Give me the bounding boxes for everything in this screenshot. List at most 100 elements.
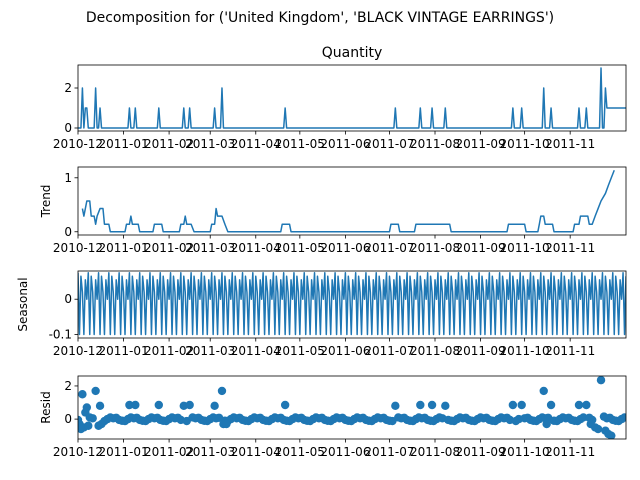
resid-xtick-label: 2011-01 xyxy=(98,445,148,459)
seasonal-ytick-label: -0.1 xyxy=(49,327,72,341)
subplot-trend: 012010-122011-012011-022011-032011-04201… xyxy=(39,166,627,255)
observed-xtick-label: 2011-04 xyxy=(231,137,281,151)
resid-point xyxy=(416,400,425,410)
subplot-seasonal: -0.1 0 2010-122011-012011-022011-032011-04… xyxy=(16,270,627,358)
trend-xtick-label: 2011-09 xyxy=(455,241,505,255)
resid-axes-frame xyxy=(77,375,627,440)
resid-xtick-label: 2011-07 xyxy=(364,445,414,459)
observed-xtick-label: 2011-05 xyxy=(275,137,325,151)
trend-ytick-label: 1 xyxy=(64,171,72,185)
observed-xtick-label: 2011-02 xyxy=(144,137,194,151)
seasonal-ytick-label: 0 xyxy=(64,292,72,306)
resid-ylabel: Resid xyxy=(39,391,53,423)
resid-point xyxy=(97,419,106,429)
resid-xtick-label: 2011-03 xyxy=(185,445,235,459)
trend-series-line xyxy=(81,169,615,233)
trend-xtick-label: 2011-06 xyxy=(320,241,370,255)
observed-xtick-label: 2011-08 xyxy=(410,137,460,151)
trend-axes-frame xyxy=(77,166,627,236)
seasonal-xtick-label: 2011-05 xyxy=(275,344,325,358)
observed-axes-frame xyxy=(77,64,627,132)
seasonal-xtick-label: 2011-04 xyxy=(231,344,281,358)
resid-xtick-label: 2011-10 xyxy=(500,445,550,459)
resid-point xyxy=(508,400,518,410)
trend-xtick-label: 2011-10 xyxy=(500,241,550,255)
resid-point xyxy=(546,400,556,410)
subplot-resid: 022010-122011-012011-022011-032011-04201… xyxy=(39,375,627,459)
seasonal-xtick-label: 2011-01 xyxy=(98,344,148,358)
resid-point xyxy=(131,400,140,410)
observed-data xyxy=(78,67,626,129)
seasonal-xtick-label: 2011-06 xyxy=(320,344,370,358)
trend-xtick-label: 2011-02 xyxy=(144,241,194,255)
seasonal-xtick-label: 2011-08 xyxy=(410,344,460,358)
observed-xtick-label: 2011-03 xyxy=(185,137,235,151)
resid-point xyxy=(84,421,93,430)
trend-xtick-label: 2011-07 xyxy=(364,241,414,255)
observed-xtick-label: 2011-07 xyxy=(364,137,414,151)
observed-xtick-label: 2011-09 xyxy=(455,137,505,151)
resid-point xyxy=(185,400,194,410)
figure-suptitle: Decomposition for ('United Kingdom', 'BL… xyxy=(86,10,554,26)
resid-point xyxy=(596,376,606,385)
resid-point xyxy=(599,412,609,421)
observed-series-line xyxy=(78,67,626,129)
resid-point xyxy=(154,400,163,410)
trend-xtick-label: 2011-03 xyxy=(185,241,235,255)
resid-point xyxy=(517,400,526,410)
seasonal-xtick-label: 2011-11 xyxy=(545,344,595,358)
resid-point xyxy=(593,424,603,434)
observed-xtick-label: 2010-12 xyxy=(53,137,103,151)
observed-xtick-label: 2011-11 xyxy=(545,137,595,151)
seasonal-xtick-label: 2011-09 xyxy=(455,344,505,358)
trend-ytick-label: 0 xyxy=(64,225,72,239)
trend-xtick-label: 2011-04 xyxy=(231,241,281,255)
trend-data xyxy=(81,169,615,233)
resid-data xyxy=(78,376,626,439)
seasonal-axes-frame xyxy=(77,270,627,339)
resid-xtick-label: 2011-04 xyxy=(231,445,281,459)
resid-point xyxy=(82,403,92,412)
resid-point xyxy=(125,400,134,410)
observed-xtick-label: 2011-06 xyxy=(320,137,370,151)
resid-point xyxy=(78,390,87,399)
resid-xtick-label: 2011-08 xyxy=(410,445,460,459)
resid-xtick-label: 2011-09 xyxy=(455,445,505,459)
resid-point xyxy=(582,400,591,410)
seasonal-xtick-label: 2011-10 xyxy=(500,344,550,358)
resid-point xyxy=(280,400,290,410)
resid-point xyxy=(427,400,437,410)
resid-point xyxy=(542,419,551,429)
resid-point xyxy=(607,431,616,439)
resid-xtick-label: 2011-06 xyxy=(320,445,370,459)
resid-ytick-label: 2 xyxy=(64,379,72,393)
observed-title: Quantity xyxy=(322,45,383,61)
resid-point xyxy=(574,400,584,410)
resid-point xyxy=(88,414,97,423)
observed-ytick-label: 2 xyxy=(64,81,72,95)
resid-ytick-label: 0 xyxy=(64,412,72,426)
resid-point xyxy=(217,386,227,396)
observed-xtick-label: 2011-01 xyxy=(98,137,148,151)
trend-xtick-label: 2011-11 xyxy=(545,241,595,255)
seasonal-ylabel: Seasonal xyxy=(16,277,30,331)
resid-point xyxy=(95,401,105,411)
resid-xtick-label: 2011-11 xyxy=(545,445,595,459)
trend-xtick-label: 2011-05 xyxy=(275,241,325,255)
resid-point xyxy=(441,401,450,411)
seasonal-xtick-label: 2011-07 xyxy=(364,344,414,358)
trend-xtick-label: 2011-08 xyxy=(410,241,460,255)
resid-xtick-label: 2010-12 xyxy=(53,445,103,459)
observed-xtick-label: 2011-10 xyxy=(500,137,550,151)
seasonal-data xyxy=(78,272,626,336)
seasonal-xtick-label: 2011-02 xyxy=(144,344,194,358)
resid-xtick-label: 2011-05 xyxy=(275,445,325,459)
seasonal-xtick-label: 2011-03 xyxy=(185,344,235,358)
subplot-panels: 022010-122011-012011-022011-032011-04201… xyxy=(16,45,627,459)
resid-point xyxy=(91,386,100,396)
seasonal-series-line xyxy=(78,272,626,336)
resid-point xyxy=(539,386,548,396)
resid-point xyxy=(210,401,219,411)
trend-ylabel: Trend xyxy=(39,185,53,219)
subplot-observed: 022010-122011-012011-022011-032011-04201… xyxy=(53,45,627,151)
